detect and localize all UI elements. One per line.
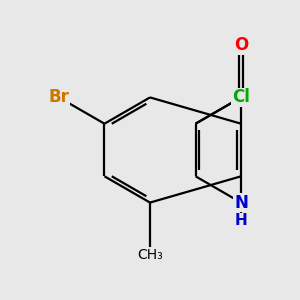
Text: CH₃: CH₃ — [137, 248, 163, 262]
Text: O: O — [234, 36, 248, 54]
Text: Br: Br — [49, 88, 69, 106]
Text: Cl: Cl — [232, 88, 250, 106]
Text: H: H — [235, 214, 248, 229]
Text: N: N — [234, 194, 248, 211]
